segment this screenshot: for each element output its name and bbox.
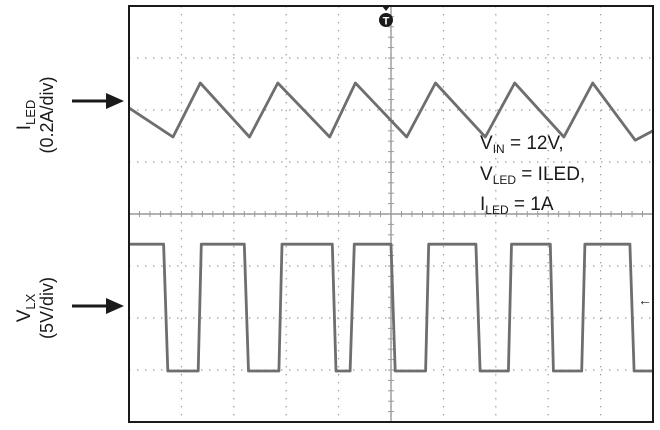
top-channel-label: ILED (14, 100, 38, 131)
annotation-vin: VIN = 12V, (480, 133, 564, 156)
annotation-vled: VLED = ILED, (480, 164, 585, 187)
screen-frame (128, 5, 654, 423)
trace-bottom (129, 242, 653, 373)
annotation-vin-rest: = 12V, (505, 133, 564, 154)
level-marker: ← (638, 292, 652, 308)
annotation-vled-rest: = ILED, (516, 164, 585, 185)
annotation-vin-sub: IN (493, 142, 505, 156)
annotation-iled-rest: = 1A (509, 194, 554, 215)
top-channel-scale: (0.2A/div) (37, 76, 57, 153)
top-channel-sub: LED (23, 100, 38, 125)
bottom-channel-sub: LX (23, 293, 38, 309)
trigger-marker: T (379, 6, 393, 28)
bottom-channel-label: VLX (14, 293, 38, 322)
annotation-iled-main: I (480, 194, 485, 215)
trace-top (128, 81, 654, 142)
annotation-vled-sub: LED (493, 173, 517, 187)
top-channel-name: ILED (14, 100, 38, 131)
trigger-label: T (383, 16, 390, 28)
top-channel-scale-group: (0.2A/div) (37, 76, 57, 153)
bottom-channel-scale-group: (5V/div) (37, 277, 57, 339)
annotation-iled-sub: LED (485, 203, 509, 217)
bottom-channel-scale: (5V/div) (37, 277, 57, 339)
annotation-iled: ILED = 1A (480, 194, 554, 217)
bottom-channel-name: VLX (14, 293, 38, 322)
traces (128, 81, 654, 373)
bottom-channel-arrow (72, 298, 124, 314)
grid (128, 5, 654, 423)
annotation-vin-main: V (480, 133, 493, 154)
conditions-annotation: VIN = 12V, VLED = ILED, ILED = 1A (480, 133, 585, 217)
annotation-vled-main: V (480, 164, 493, 185)
top-channel-main: I (14, 125, 35, 130)
top-channel-arrow (72, 93, 124, 109)
bottom-channel-main: V (14, 309, 35, 322)
